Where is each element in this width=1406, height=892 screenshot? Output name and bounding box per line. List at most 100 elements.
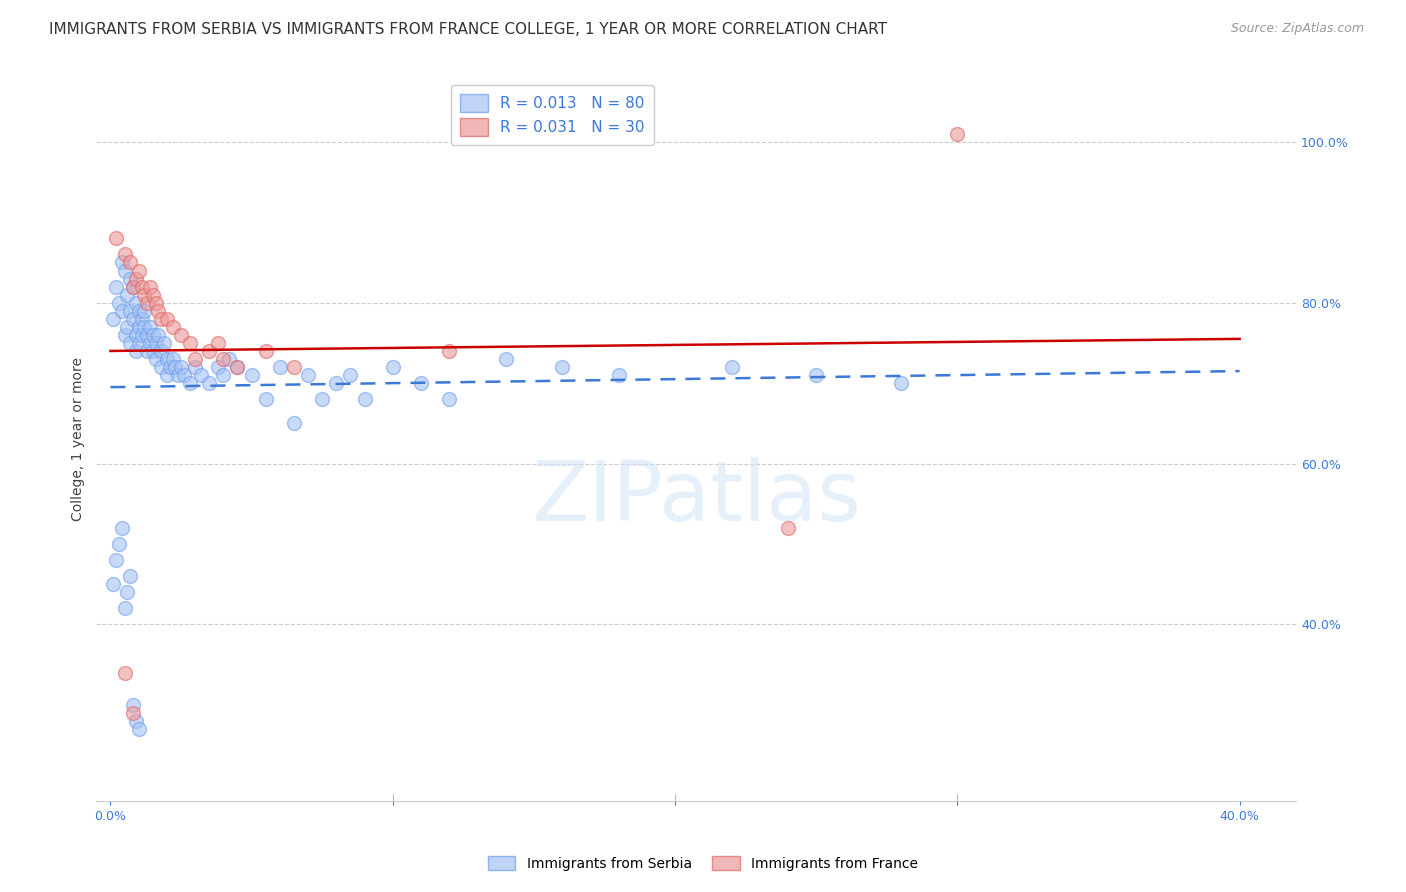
Point	[218, 351, 240, 366]
Point	[145, 295, 167, 310]
Point	[254, 392, 277, 407]
Point	[105, 231, 128, 245]
Point	[145, 335, 167, 350]
Point	[153, 335, 176, 350]
Point	[120, 255, 142, 269]
Point	[134, 319, 156, 334]
Point	[120, 335, 142, 350]
Point	[167, 368, 190, 383]
Point	[283, 359, 305, 374]
Point	[117, 319, 139, 334]
Point	[120, 569, 142, 583]
Point	[226, 359, 249, 374]
Legend: R = 0.013   N = 80, R = 0.031   N = 30: R = 0.013 N = 80, R = 0.031 N = 30	[451, 85, 654, 145]
Point	[198, 376, 221, 391]
Point	[114, 247, 136, 261]
Point	[128, 335, 150, 350]
Point	[184, 351, 207, 366]
Point	[339, 368, 361, 383]
Point	[437, 343, 460, 358]
Point	[111, 303, 134, 318]
Point	[128, 303, 150, 318]
Point	[114, 665, 136, 680]
Point	[283, 417, 305, 431]
Legend: Immigrants from Serbia, Immigrants from France: Immigrants from Serbia, Immigrants from …	[482, 850, 924, 876]
Point	[162, 351, 184, 366]
Text: IMMIGRANTS FROM SERBIA VS IMMIGRANTS FROM FRANCE COLLEGE, 1 YEAR OR MORE CORRELA: IMMIGRANTS FROM SERBIA VS IMMIGRANTS FRO…	[49, 22, 887, 37]
Point	[136, 343, 159, 358]
Point	[946, 127, 969, 141]
Point	[325, 376, 347, 391]
Point	[212, 368, 235, 383]
Point	[134, 303, 156, 318]
Point	[170, 327, 193, 342]
Point	[139, 319, 162, 334]
Point	[551, 359, 574, 374]
Point	[156, 311, 179, 326]
Point	[381, 359, 404, 374]
Point	[159, 359, 181, 374]
Text: Source: ZipAtlas.com: Source: ZipAtlas.com	[1230, 22, 1364, 36]
Point	[311, 392, 333, 407]
Point	[139, 279, 162, 293]
Point	[607, 368, 630, 383]
Point	[136, 327, 159, 342]
Y-axis label: College, 1 year or more: College, 1 year or more	[72, 358, 86, 522]
Point	[240, 368, 263, 383]
Text: ZIPatlas: ZIPatlas	[531, 457, 860, 538]
Point	[125, 343, 148, 358]
Point	[103, 577, 125, 591]
Point	[114, 601, 136, 615]
Point	[131, 327, 153, 342]
Point	[120, 271, 142, 285]
Point	[254, 343, 277, 358]
Point	[128, 319, 150, 334]
Point	[108, 537, 131, 551]
Point	[409, 376, 432, 391]
Point	[128, 263, 150, 277]
Point	[226, 359, 249, 374]
Point	[184, 359, 207, 374]
Point	[122, 279, 145, 293]
Point	[125, 295, 148, 310]
Point	[142, 327, 165, 342]
Point	[150, 343, 173, 358]
Point	[148, 327, 170, 342]
Point	[125, 714, 148, 728]
Point	[122, 706, 145, 720]
Point	[806, 368, 828, 383]
Point	[114, 327, 136, 342]
Point	[207, 359, 229, 374]
Point	[114, 263, 136, 277]
Point	[207, 335, 229, 350]
Point	[128, 722, 150, 736]
Point	[145, 351, 167, 366]
Point	[150, 359, 173, 374]
Point	[131, 311, 153, 326]
Point	[136, 295, 159, 310]
Point	[120, 303, 142, 318]
Point	[125, 327, 148, 342]
Point	[105, 279, 128, 293]
Point	[170, 359, 193, 374]
Point	[198, 343, 221, 358]
Point	[720, 359, 742, 374]
Point	[122, 698, 145, 712]
Point	[111, 521, 134, 535]
Point	[179, 335, 201, 350]
Point	[122, 279, 145, 293]
Point	[162, 319, 184, 334]
Point	[150, 311, 173, 326]
Point	[156, 351, 179, 366]
Point	[297, 368, 319, 383]
Point	[111, 255, 134, 269]
Point	[165, 359, 187, 374]
Point	[353, 392, 375, 407]
Point	[125, 271, 148, 285]
Point	[122, 311, 145, 326]
Point	[103, 311, 125, 326]
Point	[776, 521, 799, 535]
Point	[156, 368, 179, 383]
Point	[117, 287, 139, 301]
Point	[142, 287, 165, 301]
